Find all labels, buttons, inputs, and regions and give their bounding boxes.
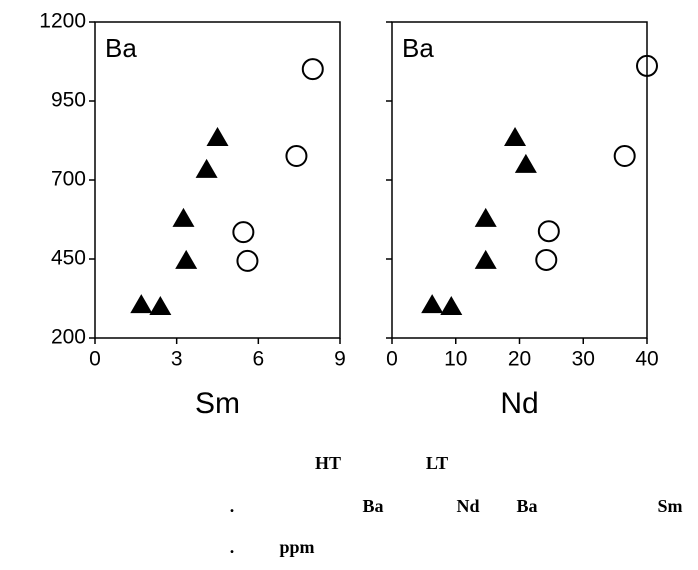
caption-text: Ba <box>362 496 383 516</box>
circle-point <box>537 220 560 243</box>
panel-label: Ba <box>105 33 137 63</box>
circle-point <box>232 221 255 244</box>
y-tick-label: 200 <box>51 326 86 349</box>
y-tick-label: 700 <box>51 168 86 191</box>
triangle-point <box>514 153 537 173</box>
circle-point <box>301 58 324 81</box>
caption-text: LT <box>426 453 448 473</box>
triangle-point <box>504 126 527 146</box>
y-tick-label: 950 <box>51 89 86 112</box>
y-tick-label: 450 <box>51 247 86 270</box>
caption-text: Nd <box>456 496 479 516</box>
triangle-point <box>206 126 229 146</box>
x-tick-label: 9 <box>334 348 346 371</box>
triangle-point <box>195 158 218 178</box>
x-axis-label: Sm <box>195 387 240 420</box>
circle-point <box>535 248 558 271</box>
x-axis-label: Nd <box>500 387 538 420</box>
caption-text: . <box>230 537 235 557</box>
triangle-point <box>474 249 497 269</box>
circle-point <box>285 144 308 167</box>
x-tick-label: 20 <box>508 348 531 371</box>
caption-text: Sm <box>657 496 682 516</box>
caption-text: Ba <box>516 496 537 516</box>
circle-point <box>636 54 658 77</box>
y-tick-label: 1200 <box>39 10 86 33</box>
x-tick-label: 3 <box>171 348 183 371</box>
x-tick-label: 30 <box>572 348 595 371</box>
triangle-point <box>172 207 195 227</box>
panel-label: Ba <box>402 33 434 63</box>
plot-frame <box>391 21 648 339</box>
x-tick-label: 10 <box>444 348 467 371</box>
caption-text: . <box>230 496 235 516</box>
triangle-point <box>130 294 153 314</box>
triangle-point <box>175 249 198 269</box>
x-tick-label: 40 <box>635 348 658 371</box>
x-tick-label: 6 <box>252 348 264 371</box>
x-tick-label: 0 <box>386 348 398 371</box>
caption-text: ppm <box>279 537 314 557</box>
triangle-point <box>149 296 172 316</box>
caption-text: HT <box>315 453 341 473</box>
triangle-point <box>474 207 497 227</box>
triangle-point <box>421 294 444 314</box>
x-tick-label: 0 <box>89 348 101 371</box>
circle-point <box>613 144 636 167</box>
circle-point <box>236 249 259 272</box>
triangle-point <box>440 296 463 316</box>
